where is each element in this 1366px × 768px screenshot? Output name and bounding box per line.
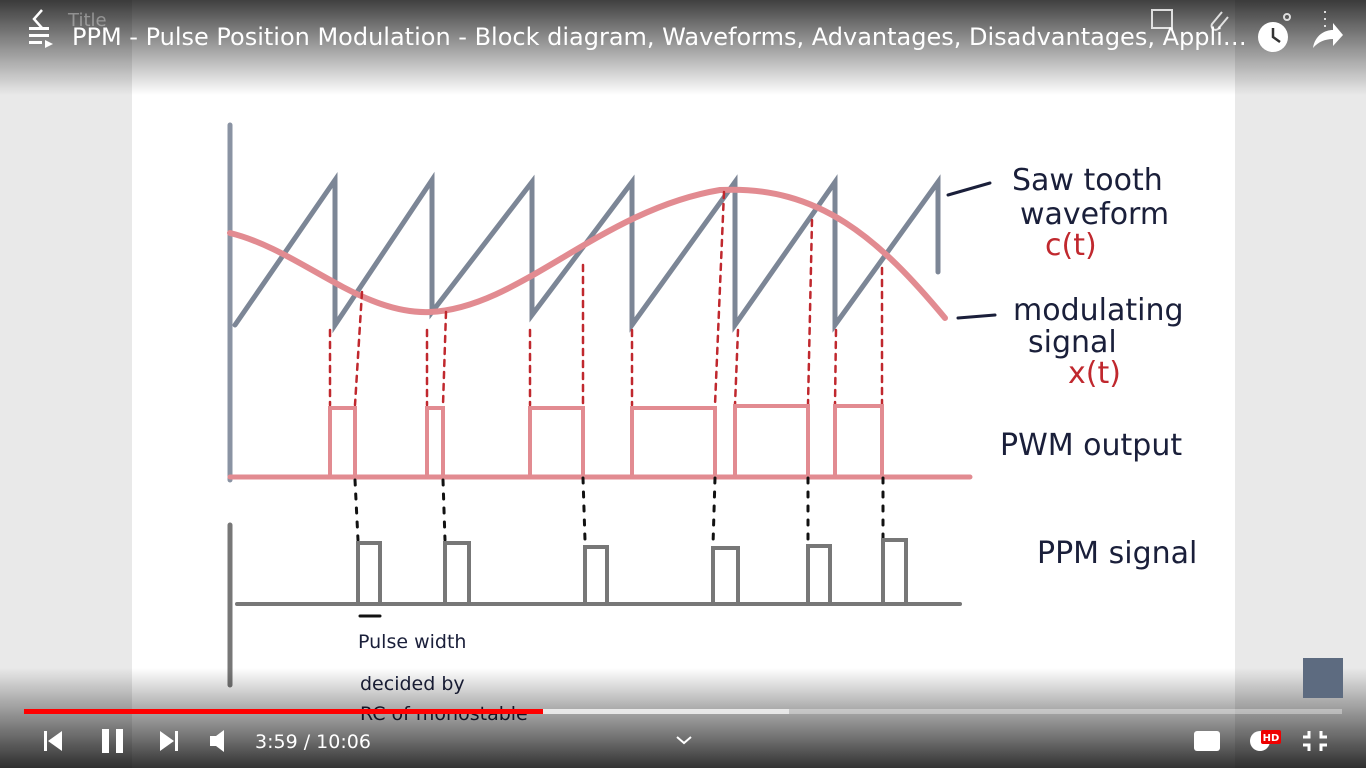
top-shade	[0, 0, 1366, 95]
label: Saw tooth	[1012, 163, 1163, 198]
clock-hand	[1271, 28, 1281, 44]
black-dashes	[353, 476, 885, 547]
playlist-icon[interactable]	[29, 27, 53, 48]
label: PPM signal	[1037, 536, 1197, 571]
chapter-toggle[interactable]	[676, 736, 692, 745]
pointer-arrows	[946, 181, 997, 320]
back-label: Title	[67, 10, 107, 31]
hd-label: HD	[1263, 733, 1280, 744]
label: signal	[1028, 325, 1117, 360]
time-display: 3:59 / 10:06	[255, 731, 371, 753]
exit-fullscreen[interactable]	[1303, 731, 1327, 751]
bottom-shade	[0, 668, 1366, 768]
previous-button[interactable]	[44, 731, 62, 751]
pwm-pulses	[328, 404, 884, 479]
ppm-pulses	[356, 538, 908, 606]
progress-played	[24, 709, 543, 714]
label: waveform	[1020, 197, 1169, 232]
book-icon[interactable]	[1151, 9, 1173, 29]
volume-button[interactable]	[210, 730, 224, 752]
clip-icon[interactable]	[1210, 11, 1229, 31]
sawtooth-wave	[232, 171, 941, 334]
more-icon[interactable]	[1324, 11, 1326, 27]
hd-badge	[1261, 730, 1281, 744]
pause-button[interactable]	[102, 729, 123, 753]
video-title[interactable]: PPM - Pulse Position Modulation - Block …	[72, 23, 1247, 51]
label: Pulse width	[358, 631, 466, 653]
share-icon[interactable]	[1283, 13, 1291, 21]
label: x(t)	[1068, 356, 1121, 391]
label: c(t)	[1045, 228, 1097, 263]
next-button[interactable]	[160, 731, 178, 751]
label: modulating	[1013, 293, 1184, 328]
back-button[interactable]	[32, 9, 43, 29]
slide	[132, 0, 1235, 768]
control-icons	[44, 729, 1327, 753]
modulating-wave	[227, 186, 948, 321]
captions-button[interactable]	[1194, 731, 1220, 751]
top-icons	[1151, 9, 1326, 31]
red-dashes	[328, 190, 884, 407]
diagram	[227, 122, 997, 688]
share-button[interactable]	[1313, 23, 1343, 48]
channel-watermark[interactable]	[1303, 658, 1343, 698]
label: PWM output	[1000, 428, 1182, 463]
